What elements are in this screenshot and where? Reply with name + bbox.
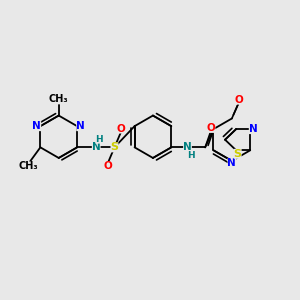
Text: N: N: [183, 142, 192, 152]
Text: CH₃: CH₃: [19, 161, 38, 172]
Text: N: N: [227, 158, 236, 168]
Text: O: O: [117, 124, 125, 134]
Text: H: H: [187, 151, 194, 160]
Text: CH₃: CH₃: [49, 94, 68, 104]
Text: S: S: [110, 142, 118, 152]
Text: N: N: [92, 142, 100, 152]
Text: O: O: [103, 161, 112, 171]
Text: N: N: [76, 121, 85, 131]
Text: S: S: [234, 149, 242, 159]
Text: N: N: [32, 121, 41, 131]
Text: O: O: [207, 123, 215, 133]
Text: O: O: [235, 95, 243, 105]
Text: N: N: [249, 124, 257, 134]
Text: H: H: [95, 135, 103, 144]
